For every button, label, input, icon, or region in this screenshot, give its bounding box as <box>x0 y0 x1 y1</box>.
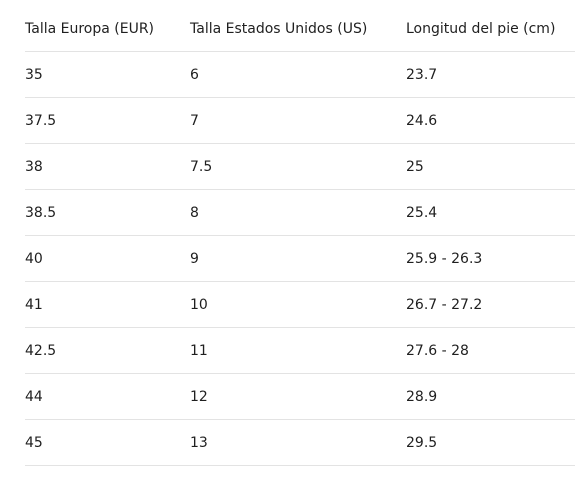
table-cell: 13 <box>190 434 208 451</box>
table-row: 38 7.5 25 <box>25 144 575 190</box>
table-cell: 10 <box>190 296 208 313</box>
table-cell: 25.9 - 26.3 <box>406 250 483 267</box>
table-cell: 40 <box>25 250 43 267</box>
table-cell: 38.5 <box>25 204 57 221</box>
table-cell: 25.4 <box>406 204 438 221</box>
header-cell: Longitud del pie (cm) <box>406 20 556 37</box>
table-row: 41 10 26.7 - 27.2 <box>25 282 575 328</box>
table-row: 44 12 28.9 <box>25 374 575 420</box>
table-cell: 45 <box>25 434 43 451</box>
table-cell: 28.9 <box>406 388 438 405</box>
size-table: Talla Europa (EUR) Talla Estados Unidos … <box>25 6 575 466</box>
table-cell: 24.6 <box>406 112 438 129</box>
table-cell: 42.5 <box>25 342 57 359</box>
table-cell: 6 <box>190 66 199 83</box>
table-row: 37.5 7 24.6 <box>25 98 575 144</box>
table-row: 38.5 8 25.4 <box>25 190 575 236</box>
table-cell: 37.5 <box>25 112 57 129</box>
table-cell: 11 <box>190 342 208 359</box>
table-row: 40 9 25.9 - 26.3 <box>25 236 575 282</box>
table-cell: 7.5 <box>190 158 213 175</box>
table-cell: 25 <box>406 158 424 175</box>
table-row: 42.5 11 27.6 - 28 <box>25 328 575 374</box>
table-cell: 12 <box>190 388 208 405</box>
table-cell: 44 <box>25 388 43 405</box>
table-cell: 27.6 - 28 <box>406 342 469 359</box>
table-cell: 26.7 - 27.2 <box>406 296 483 313</box>
table-cell: 29.5 <box>406 434 438 451</box>
table-cell: 7 <box>190 112 199 129</box>
table-cell: 35 <box>25 66 43 83</box>
header-row: Talla Europa (EUR) Talla Estados Unidos … <box>25 6 575 52</box>
table-row: 35 6 23.7 <box>25 52 575 98</box>
table-cell: 8 <box>190 204 199 221</box>
table-cell: 23.7 <box>406 66 438 83</box>
table-cell: 41 <box>25 296 43 313</box>
table-row: 45 13 29.5 <box>25 420 575 466</box>
table-cell: 38 <box>25 158 43 175</box>
header-cell: Talla Estados Unidos (US) <box>190 20 368 37</box>
header-cell: Talla Europa (EUR) <box>25 20 155 37</box>
table-cell: 9 <box>190 250 199 267</box>
